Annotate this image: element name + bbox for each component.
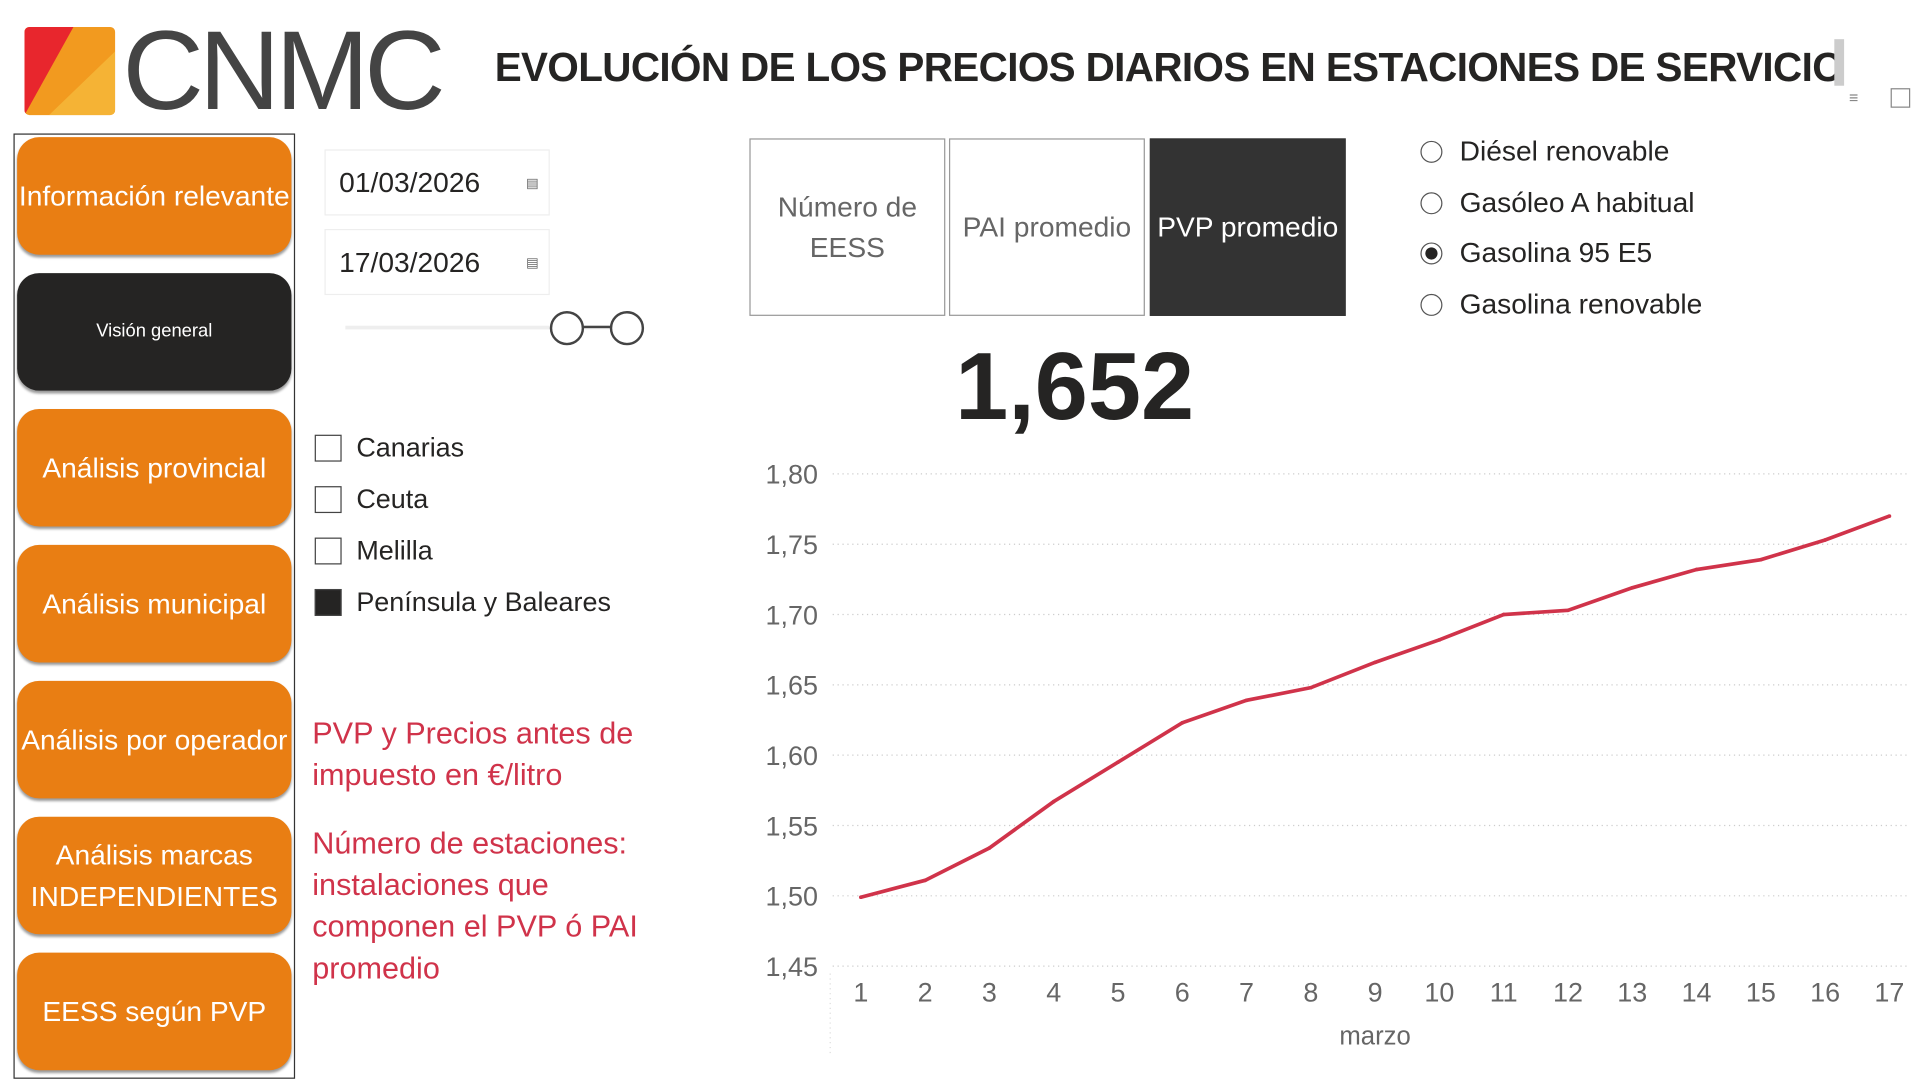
- data-point: [1373, 660, 1377, 665]
- checkbox[interactable]: [314, 486, 342, 514]
- region-ceuta[interactable]: Ceuta: [314, 483, 429, 516]
- slider-end-handle[interactable]: [609, 311, 645, 346]
- tab-pvp-promedio[interactable]: PVP promedio: [1149, 138, 1346, 316]
- data-point: [1308, 685, 1313, 690]
- region-melilla[interactable]: Melilla: [314, 535, 433, 567]
- nav-analisis-municipal[interactable]: Análisis municipal: [17, 544, 292, 663]
- tab-pai-promedio[interactable]: PAI promedio: [948, 138, 1145, 316]
- date-slider-track[interactable]: [345, 325, 627, 330]
- y-tick-label: 1,80: [766, 460, 818, 490]
- fuel-diesel-renovable[interactable]: Diésel renovable: [1420, 135, 1669, 168]
- x-tick-label: 11: [1490, 978, 1518, 1008]
- cnmc-logo-text: CNMC: [122, 8, 445, 134]
- x-tick-label: 2: [918, 978, 933, 1008]
- series-line: [860, 514, 1891, 899]
- fuel-label: Gasolina renovable: [1459, 287, 1703, 320]
- x-tick-label: 5: [1110, 978, 1125, 1008]
- end-date-input[interactable]: 17/03/2026 ▤: [324, 228, 550, 296]
- radio-button[interactable]: [1420, 140, 1443, 163]
- region-label: Península y Baleares: [356, 586, 611, 618]
- radio-button[interactable]: [1420, 191, 1443, 214]
- fuel-label: Gasóleo A habitual: [1459, 186, 1695, 218]
- fuel-gasoleo-a[interactable]: Gasóleo A habitual: [1420, 186, 1694, 219]
- x-tick-label: 1: [853, 978, 868, 1008]
- calendar-icon[interactable]: ▤: [526, 175, 539, 191]
- page-title: EVOLUCIÓN DE LOS PRECIOS DIARIOS EN ESTA…: [494, 44, 1844, 90]
- checkbox[interactable]: [314, 588, 342, 616]
- kpi-value: 1,652: [955, 331, 1195, 440]
- data-point: [1116, 760, 1120, 765]
- x-tick-label: 7: [1239, 978, 1254, 1008]
- tab-numero-eess[interactable]: Número de EESS: [749, 138, 946, 316]
- checkbox[interactable]: [314, 434, 342, 462]
- end-date-value: 17/03/2026: [339, 245, 481, 278]
- nav-analisis-operador[interactable]: Análisis por operador: [17, 680, 292, 799]
- start-date-input[interactable]: 01/03/2026 ▤: [324, 149, 550, 216]
- data-point: [1758, 557, 1763, 562]
- x-tick-label: 8: [1303, 978, 1318, 1008]
- region-peninsula-baleares[interactable]: Península y Baleares: [314, 586, 611, 619]
- data-point: [1630, 585, 1635, 590]
- fuel-gasolina-renovable[interactable]: Gasolina renovable: [1420, 288, 1702, 321]
- data-point: [1501, 612, 1506, 617]
- note-stations: Número de estaciones: instalaciones que …: [312, 826, 638, 986]
- data-point: [1887, 514, 1892, 518]
- x-tick-label: 13: [1617, 978, 1647, 1008]
- data-point: [1051, 799, 1056, 804]
- y-tick-label: 1,55: [766, 811, 818, 841]
- data-point: [858, 895, 863, 900]
- data-point: [923, 878, 927, 883]
- data-point: [1437, 638, 1442, 642]
- region-label: Melilla: [356, 535, 433, 566]
- y-tick-label: 1,50: [766, 882, 818, 912]
- nav-analisis-provincial[interactable]: Análisis provincial: [17, 408, 292, 527]
- radio-button[interactable]: [1420, 293, 1443, 316]
- x-tick-label: 17: [1874, 978, 1904, 1008]
- y-tick-label: 1,70: [766, 600, 818, 630]
- fuel-label: Diésel renovable: [1459, 134, 1670, 167]
- cnmc-logo-mark: [24, 26, 116, 116]
- nav-informacion-relevante[interactable]: Información relevante: [17, 137, 292, 255]
- data-point: [1244, 698, 1249, 703]
- filter-icon[interactable]: ≡: [1848, 88, 1859, 107]
- x-tick-label: 9: [1368, 978, 1383, 1008]
- x-tick-label: 16: [1810, 978, 1840, 1008]
- scroll-handle[interactable]: [1834, 39, 1845, 86]
- data-point: [1566, 608, 1570, 613]
- x-tick-label: 3: [982, 978, 997, 1008]
- focus-mode-icon[interactable]: [1890, 88, 1911, 108]
- x-tick-label: 15: [1746, 978, 1776, 1008]
- y-tick-label: 1,75: [766, 530, 818, 560]
- x-tick-label: 12: [1553, 978, 1583, 1008]
- y-tick-label: 1,60: [766, 741, 818, 771]
- sidebar-nav: Información relevante Visión general Aná…: [13, 133, 296, 1079]
- calendar-icon[interactable]: ▤: [526, 255, 539, 271]
- y-tick-label: 1,65: [766, 671, 818, 701]
- y-tick-label: 1,45: [766, 952, 818, 982]
- x-tick-label: 6: [1175, 978, 1190, 1008]
- fuel-gasolina-95[interactable]: Gasolina 95 E5: [1420, 236, 1652, 269]
- fuel-label: Gasolina 95 E5: [1459, 236, 1653, 269]
- x-tick-label: 4: [1046, 978, 1061, 1008]
- checkbox[interactable]: [314, 537, 342, 565]
- note-units: PVP y Precios antes de impuesto en €/lit…: [312, 716, 634, 793]
- slider-start-handle[interactable]: [549, 311, 585, 346]
- x-axis-label: marzo: [1339, 1022, 1410, 1050]
- start-date-value: 01/03/2026: [339, 165, 481, 198]
- data-point: [1694, 567, 1699, 572]
- nav-vision-general[interactable]: Visión general: [17, 273, 292, 391]
- x-tick-label: 14: [1682, 978, 1712, 1008]
- nav-eess-segun-pvp[interactable]: EESS según PVP: [17, 952, 292, 1071]
- x-tick-label: 10: [1424, 978, 1454, 1008]
- region-canarias[interactable]: Canarias: [314, 432, 465, 464]
- data-point: [1823, 538, 1827, 542]
- data-point: [987, 846, 992, 850]
- nav-analisis-independientes[interactable]: Análisis marcas INDEPENDIENTES: [17, 816, 292, 935]
- radio-button[interactable]: [1420, 241, 1443, 264]
- region-label: Canarias: [356, 432, 465, 463]
- region-label: Ceuta: [356, 483, 429, 515]
- data-point: [1180, 720, 1185, 725]
